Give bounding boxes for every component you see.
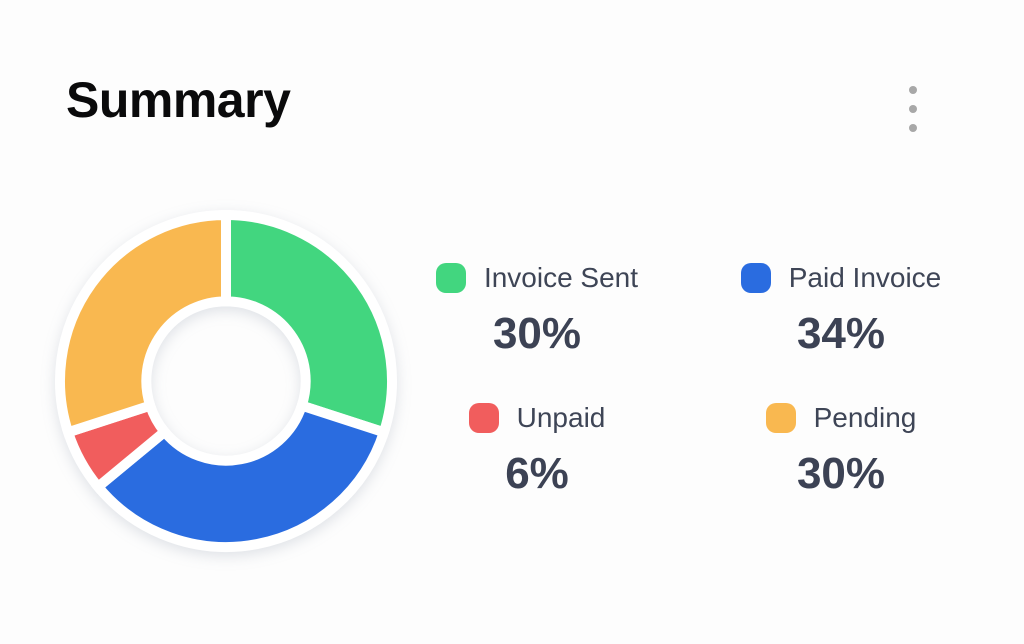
- kebab-menu-icon: [909, 86, 917, 132]
- chart-legend: Invoice Sent 30% Paid Invoice 34% Unpaid…: [407, 262, 971, 496]
- legend-item-head: Invoice Sent: [435, 262, 639, 294]
- donut-slice-invoice-sent[interactable]: [221, 209, 398, 439]
- legend-value: 34%: [796, 309, 886, 359]
- legend-item-invoice-sent[interactable]: Invoice Sent 30%: [407, 262, 667, 356]
- page-title: Summary: [66, 72, 291, 128]
- donut-chart: [54, 209, 398, 553]
- legend-value: 30%: [492, 309, 582, 359]
- invoice-sent-swatch-icon: [435, 263, 466, 294]
- legend-item-head: Unpaid: [468, 402, 606, 434]
- legend-item-head: Pending: [765, 402, 917, 434]
- legend-item-head: Paid Invoice: [740, 262, 942, 294]
- unpaid-swatch-icon: [468, 403, 499, 434]
- legend-label: Pending: [813, 402, 917, 434]
- legend-item-unpaid[interactable]: Unpaid 6%: [407, 402, 667, 496]
- pending-swatch-icon: [765, 403, 796, 434]
- legend-item-paid-invoice[interactable]: Paid Invoice 34%: [711, 262, 971, 356]
- kebab-dot: [909, 124, 917, 132]
- kebab-dot: [909, 86, 917, 94]
- kebab-dot: [909, 105, 917, 113]
- donut-slice-paid-invoice[interactable]: [91, 399, 391, 553]
- legend-label: Unpaid: [516, 402, 606, 434]
- menu-button[interactable]: [892, 78, 934, 140]
- donut-slice-pending[interactable]: [54, 209, 231, 439]
- legend-label: Invoice Sent: [483, 262, 639, 293]
- legend-item-pending[interactable]: Pending 30%: [711, 402, 971, 496]
- legend-value: 6%: [505, 449, 569, 499]
- legend-value: 30%: [796, 449, 886, 499]
- legend-label: Paid Invoice: [788, 262, 942, 293]
- paid-invoice-swatch-icon: [740, 263, 771, 294]
